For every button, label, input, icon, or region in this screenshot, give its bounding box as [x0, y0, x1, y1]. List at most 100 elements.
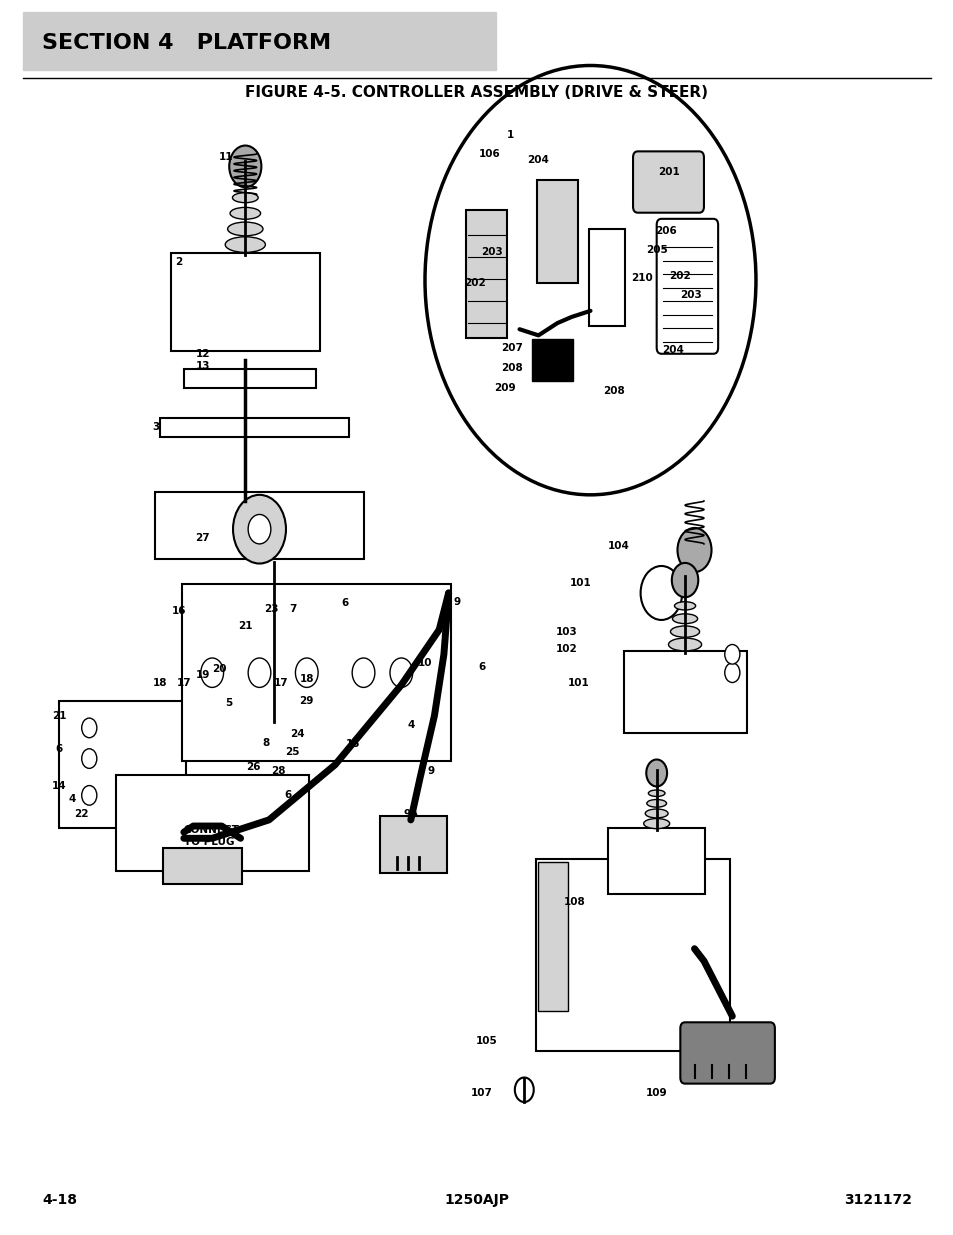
Ellipse shape	[225, 237, 265, 252]
Text: 26: 26	[245, 762, 260, 772]
Text: 207: 207	[500, 342, 522, 353]
Text: 204: 204	[527, 154, 549, 165]
Circle shape	[515, 1077, 533, 1102]
Text: 202: 202	[669, 272, 691, 282]
Text: 19: 19	[195, 671, 210, 680]
Text: 21: 21	[51, 710, 66, 721]
Text: 208: 208	[500, 363, 522, 373]
Text: 17: 17	[274, 678, 288, 688]
Circle shape	[295, 658, 317, 688]
Ellipse shape	[646, 799, 666, 808]
Text: 14: 14	[51, 781, 67, 790]
Text: 201: 201	[658, 167, 679, 177]
Text: 209: 209	[494, 383, 516, 393]
Text: 204: 204	[661, 345, 683, 356]
Text: 203: 203	[679, 290, 700, 300]
Circle shape	[82, 748, 97, 768]
Text: 101: 101	[568, 678, 589, 688]
Text: FIGURE 4-5. CONTROLLER ASSEMBLY (DRIVE & STEER): FIGURE 4-5. CONTROLLER ASSEMBLY (DRIVE &…	[245, 85, 708, 100]
Text: 29: 29	[299, 695, 314, 706]
Circle shape	[352, 658, 375, 688]
Text: 9A: 9A	[403, 809, 418, 819]
Text: 8: 8	[262, 737, 270, 747]
Circle shape	[724, 645, 740, 664]
Text: 4: 4	[69, 794, 76, 804]
Text: 16: 16	[172, 606, 186, 616]
FancyBboxPatch shape	[679, 1023, 774, 1083]
Ellipse shape	[230, 207, 260, 220]
Text: 20: 20	[213, 664, 227, 674]
Text: 6: 6	[340, 598, 348, 608]
Text: 1: 1	[506, 131, 513, 141]
Bar	[184, 369, 315, 388]
Ellipse shape	[233, 193, 258, 203]
Text: 108: 108	[563, 897, 584, 906]
FancyBboxPatch shape	[535, 860, 730, 1051]
Ellipse shape	[668, 638, 700, 651]
FancyBboxPatch shape	[163, 848, 242, 884]
Circle shape	[201, 658, 223, 688]
Text: 9: 9	[427, 766, 434, 776]
Circle shape	[248, 658, 271, 688]
Ellipse shape	[670, 626, 699, 637]
Text: SECTION 4   PLATFORM: SECTION 4 PLATFORM	[42, 33, 331, 53]
Bar	[160, 419, 349, 436]
Text: 21: 21	[238, 621, 253, 631]
Text: 6: 6	[55, 743, 63, 753]
FancyBboxPatch shape	[115, 774, 309, 872]
FancyBboxPatch shape	[531, 340, 573, 380]
Text: 109: 109	[645, 1088, 667, 1098]
FancyBboxPatch shape	[171, 253, 319, 351]
Text: 23: 23	[264, 604, 278, 614]
FancyBboxPatch shape	[537, 862, 567, 1011]
Text: 15: 15	[346, 739, 360, 748]
Text: 13: 13	[195, 361, 210, 370]
Text: 102: 102	[556, 645, 578, 655]
FancyBboxPatch shape	[588, 228, 625, 326]
Circle shape	[724, 663, 740, 683]
FancyBboxPatch shape	[536, 179, 578, 283]
FancyBboxPatch shape	[623, 651, 746, 732]
FancyBboxPatch shape	[607, 827, 704, 893]
Text: 1250AJP: 1250AJP	[444, 1193, 509, 1207]
Text: 10: 10	[417, 658, 432, 668]
Ellipse shape	[648, 790, 664, 797]
FancyBboxPatch shape	[182, 584, 450, 761]
Text: 210: 210	[631, 273, 653, 283]
Text: 25: 25	[285, 747, 299, 757]
Ellipse shape	[644, 809, 667, 818]
Text: 107: 107	[470, 1088, 492, 1098]
Text: 18: 18	[299, 674, 314, 684]
Text: 3121172: 3121172	[843, 1193, 911, 1207]
FancyBboxPatch shape	[59, 701, 186, 829]
Text: 12: 12	[195, 348, 210, 358]
Circle shape	[82, 785, 97, 805]
Circle shape	[390, 658, 413, 688]
Circle shape	[248, 515, 271, 543]
Text: 6: 6	[284, 790, 292, 800]
Text: 202: 202	[464, 278, 485, 288]
Text: 28: 28	[271, 766, 285, 776]
Ellipse shape	[643, 819, 669, 829]
FancyBboxPatch shape	[465, 210, 507, 338]
FancyBboxPatch shape	[656, 219, 718, 353]
Bar	[155, 492, 363, 559]
Text: CONNECT
TO PLUG: CONNECT TO PLUG	[184, 825, 239, 847]
Text: 18: 18	[152, 678, 168, 688]
Text: 27: 27	[195, 532, 210, 542]
Text: 105: 105	[476, 1036, 497, 1046]
Ellipse shape	[228, 222, 263, 236]
Text: 24: 24	[290, 729, 304, 739]
Text: 4-18: 4-18	[42, 1193, 77, 1207]
Circle shape	[645, 760, 666, 787]
Text: 208: 208	[602, 385, 624, 395]
Text: 106: 106	[477, 149, 499, 159]
Text: 203: 203	[480, 247, 502, 257]
Text: 104: 104	[607, 541, 629, 551]
Text: 22: 22	[74, 809, 89, 819]
Ellipse shape	[672, 614, 697, 624]
Text: 6: 6	[477, 662, 485, 672]
Ellipse shape	[674, 601, 695, 610]
Text: 205: 205	[645, 245, 667, 254]
Circle shape	[639, 566, 681, 620]
